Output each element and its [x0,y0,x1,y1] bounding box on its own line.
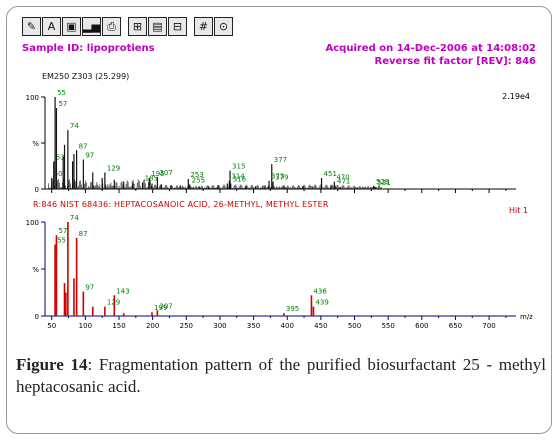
peak-label: 315 [232,163,245,171]
figure-caption-text: : Fragmentation pattern of the purified … [16,355,546,396]
figure-frame [6,6,552,434]
x-tick-label: 700 [482,322,495,330]
print-icon[interactable]: ⎙ [102,17,121,36]
peak-label: 470 [336,174,349,182]
y-tick-label: 100 [26,94,39,102]
sample-id: Sample ID: lipoprotiens [22,43,155,54]
peak-label: 373 [271,173,284,181]
y-tick-label: % [32,266,39,274]
reverse-fit-factor: Reverse fit factor [REV]: 846 [374,56,536,67]
x-tick-label: 400 [281,322,294,330]
x-tick-label: 100 [79,322,92,330]
peak-label: 97 [85,284,94,292]
peak-label: 207 [159,169,172,177]
peak-label: 129 [107,164,120,172]
edit-icon[interactable]: ✎ [22,17,41,36]
peak-label: 199 [154,304,167,312]
peak-label: 53 [56,153,65,161]
peak-label: 531 [377,179,390,187]
peak-label: 451 [324,170,337,178]
peak-label: 185 [145,175,158,183]
x-tick-label: 600 [415,322,428,330]
toolbar: ✎ A ▣ ▂▅ ⎙ ⊞ ▤ ⊟ # ⊙ [22,17,234,39]
x-tick-label: 50 [47,322,56,330]
x-tick-label: 550 [381,322,394,330]
peak-label: 195 [151,170,164,178]
max-intensity-label: 2.19e4 [502,92,530,101]
y-tick-label: 0 [35,186,39,194]
peak-label: 439 [315,299,328,307]
grid-icon[interactable]: ⊞ [128,17,147,36]
peak-label: 377 [274,156,287,164]
library-spectrum-panel: 100%055577487971291431992073954364395010… [26,206,534,330]
acquired-timestamp: Acquired on 14-Dec-2006 at 14:08:02 [325,43,537,54]
peak-label: 395 [286,305,299,313]
stack-icon[interactable]: ▤ [148,17,167,36]
bar-chart-icon[interactable]: ▂▅ [82,17,101,36]
x-tick-label: 350 [247,322,260,330]
scan-label: EM250 Z303 (25.299) [42,72,130,81]
peak-label: 55 [57,237,66,245]
y-tick-label: % [32,140,39,148]
peak-label: 143 [116,287,129,295]
peak-label: 87 [79,142,88,150]
peak-label: 50 [54,170,63,178]
x-axis-label: m/z [520,313,533,321]
x-tick-label: 200 [146,322,159,330]
peak-label: 87 [79,230,88,238]
peak-label: 97 [85,152,94,160]
hash-icon[interactable]: # [194,17,213,36]
peak-label: 255 [192,176,205,184]
camera-icon[interactable]: ▣ [62,17,81,36]
x-tick-label: 150 [112,322,125,330]
x-tick-label: 450 [314,322,327,330]
peak-label: 471 [337,177,350,185]
figure-caption: Figure 14: Fragmentation pattern of the … [16,354,546,398]
peak-label: 316 [233,175,247,183]
x-tick-label: 650 [449,322,462,330]
target-icon[interactable]: ⊙ [214,17,233,36]
x-tick-label: 300 [213,322,226,330]
font-icon[interactable]: A [42,17,61,36]
peak-label: 74 [70,122,79,130]
split-icon[interactable]: ⊟ [168,17,187,36]
hit-label: Hit 1 [509,206,528,215]
x-tick-label: 500 [348,322,361,330]
peak-label: 253 [190,171,203,179]
y-tick-label: 0 [35,313,39,321]
peak-label: 57 [58,100,67,108]
figure-label: Figure 14 [16,355,88,374]
peak-label: 314 [231,173,245,181]
y-tick-label: 100 [26,219,39,227]
peak-label: 207 [159,302,172,310]
library-match-label: R:846 NIST 68436: HEPTACOSANOIC ACID, 26… [33,200,329,209]
peak-label: 57 [58,227,67,235]
peak-label: 55 [57,89,66,97]
peak-label: 74 [70,214,79,222]
peak-label: 436 [313,287,327,295]
peak-label: 529 [376,178,389,186]
x-tick-label: 250 [180,322,193,330]
peak-label: 379 [275,174,288,182]
